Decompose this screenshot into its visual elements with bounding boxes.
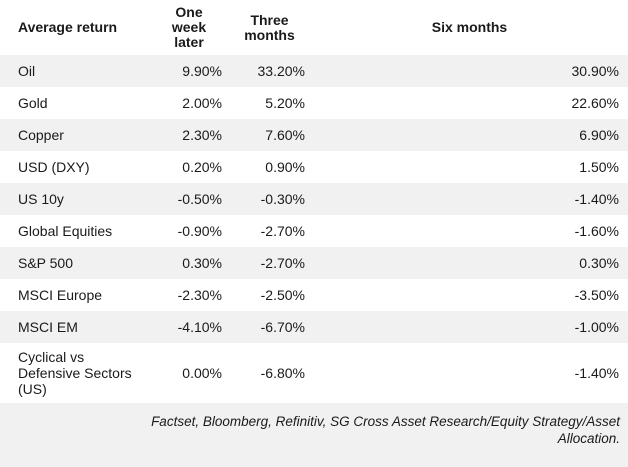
value-one-week: -0.90%	[177, 223, 222, 239]
value-three-months: -2.70%	[260, 223, 305, 239]
value-one-week: 0.30%	[182, 255, 222, 271]
table-row-oil: Oil 9.90% 33.20% 30.90%	[0, 55, 628, 87]
column-header-three-months: Three months	[244, 11, 295, 43]
value-one-week: 0.00%	[182, 365, 222, 381]
row-label: Copper	[18, 127, 64, 143]
value-six-months: 1.50%	[579, 159, 619, 175]
table-row-usd-dxy: USD (DXY) 0.20% 0.90% 1.50%	[0, 151, 628, 183]
column-header-one-week-later: One week later	[171, 4, 207, 50]
value-one-week: -4.10%	[177, 319, 222, 335]
column-header-average-return: Average return	[18, 19, 118, 35]
value-three-months: -0.30%	[260, 191, 305, 207]
value-six-months: 0.30%	[579, 255, 619, 271]
value-one-week: 2.30%	[182, 127, 222, 143]
value-six-months: -1.40%	[574, 191, 619, 207]
table-row-cyclical-vs-defensive: Cyclical vs Defensive Sectors (US) 0.00%…	[0, 343, 628, 403]
column-header-six-months: Six months	[431, 19, 508, 35]
row-label: Oil	[18, 63, 36, 79]
value-three-months: -2.70%	[260, 255, 305, 271]
value-six-months: -1.00%	[574, 319, 619, 335]
row-label: US 10y	[18, 191, 64, 207]
value-one-week: -0.50%	[177, 191, 222, 207]
value-one-week: -2.30%	[177, 287, 222, 303]
value-three-months: -2.50%	[260, 287, 305, 303]
row-label: Global Equities	[18, 223, 113, 239]
table-header-row: Average return One week later Three mont…	[0, 0, 628, 55]
row-label: S&P 500	[18, 255, 74, 271]
table-row-copper: Copper 2.30% 7.60% 6.90%	[0, 119, 628, 151]
value-one-week: 0.20%	[182, 159, 222, 175]
value-six-months: 6.90%	[579, 127, 619, 143]
value-one-week: 9.90%	[182, 63, 222, 79]
source-note: Factset, Bloomberg, Refinitiv, SG Cross …	[0, 403, 628, 467]
table-row-gold: Gold 2.00% 5.20% 22.60%	[0, 87, 628, 119]
row-label: Cyclical vs Defensive Sectors (US)	[18, 349, 132, 397]
table-row-msci-europe: MSCI Europe -2.30% -2.50% -3.50%	[0, 279, 628, 311]
value-three-months: 5.20%	[265, 95, 305, 111]
row-label: MSCI EM	[18, 319, 78, 335]
value-six-months: -1.60%	[574, 223, 619, 239]
value-six-months: -3.50%	[574, 287, 619, 303]
value-one-week: 2.00%	[182, 95, 222, 111]
row-label: MSCI Europe	[18, 287, 103, 303]
table-row-sp-500: S&P 500 0.30% -2.70% 0.30%	[0, 247, 628, 279]
value-six-months: 22.60%	[571, 95, 619, 111]
value-three-months: -6.70%	[260, 319, 305, 335]
row-label: USD (DXY)	[18, 159, 90, 175]
value-three-months: 33.20%	[257, 63, 305, 79]
value-six-months: -1.40%	[574, 365, 619, 381]
table-row-msci-em: MSCI EM -4.10% -6.70% -1.00%	[0, 311, 628, 343]
table-row-global-equities: Global Equities -0.90% -2.70% -1.60%	[0, 215, 628, 247]
value-three-months: 7.60%	[265, 127, 305, 143]
value-six-months: 30.90%	[571, 63, 619, 79]
value-three-months: -6.80%	[260, 365, 305, 381]
table-row-us-10y: US 10y -0.50% -0.30% -1.40%	[0, 183, 628, 215]
value-three-months: 0.90%	[265, 159, 305, 175]
row-label: Gold	[18, 95, 48, 111]
